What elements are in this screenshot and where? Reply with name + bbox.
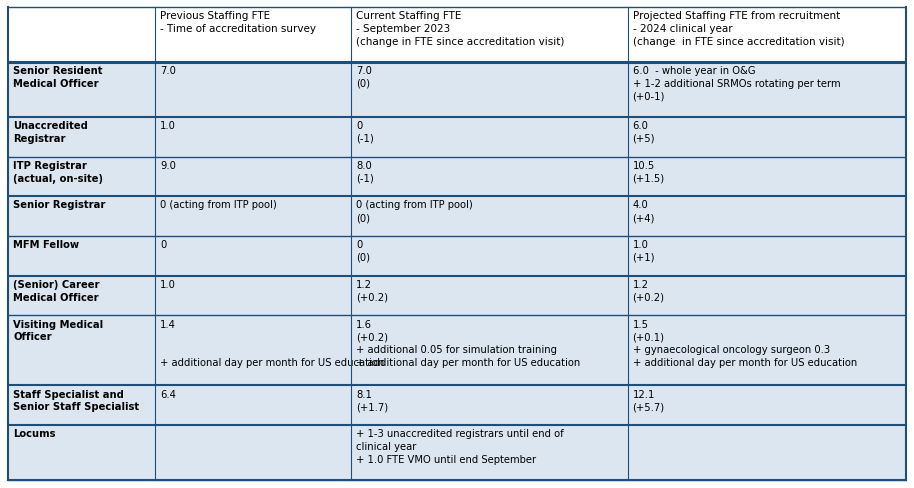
- Bar: [8, 197, 155, 236]
- Bar: [155, 197, 351, 236]
- Bar: [155, 276, 351, 316]
- Bar: [155, 316, 351, 386]
- Bar: [628, 425, 906, 480]
- Bar: [8, 118, 155, 157]
- Bar: [351, 236, 628, 276]
- Text: Projected Staffing FTE from recruitment
- 2024 clinical year
(change  in FTE sin: Projected Staffing FTE from recruitment …: [632, 11, 845, 47]
- Bar: [155, 63, 351, 118]
- Text: Locums: Locums: [13, 428, 56, 438]
- Bar: [351, 386, 628, 425]
- Bar: [628, 316, 906, 386]
- Bar: [8, 316, 155, 386]
- Text: 8.0
(-1): 8.0 (-1): [356, 161, 374, 183]
- Text: 0 (acting from ITP pool)
(0): 0 (acting from ITP pool) (0): [356, 200, 473, 223]
- Text: 0
(0): 0 (0): [356, 240, 370, 263]
- Text: 7.0
(0): 7.0 (0): [356, 66, 372, 89]
- Bar: [351, 63, 628, 118]
- Bar: [351, 276, 628, 316]
- Text: Senior Resident
Medical Officer: Senior Resident Medical Officer: [13, 66, 102, 89]
- Bar: [8, 157, 155, 197]
- Bar: [351, 8, 628, 63]
- Bar: [8, 425, 155, 480]
- Bar: [8, 8, 155, 63]
- Bar: [8, 386, 155, 425]
- Bar: [628, 386, 906, 425]
- Text: 9.0: 9.0: [160, 161, 176, 170]
- Text: 7.0: 7.0: [160, 66, 176, 76]
- Bar: [351, 425, 628, 480]
- Text: 0
(-1): 0 (-1): [356, 121, 374, 143]
- Text: 6.0  - whole year in O&G
+ 1-2 additional SRMOs rotating per term
(+0-1): 6.0 - whole year in O&G + 1-2 additional…: [632, 66, 840, 102]
- Bar: [628, 236, 906, 276]
- Bar: [351, 118, 628, 157]
- Text: 0: 0: [160, 240, 166, 250]
- Text: Visiting Medical
Officer: Visiting Medical Officer: [13, 319, 103, 342]
- Text: Senior Registrar: Senior Registrar: [13, 200, 105, 210]
- Text: Current Staffing FTE
- September 2023
(change in FTE since accreditation visit): Current Staffing FTE - September 2023 (c…: [356, 11, 565, 47]
- Bar: [628, 8, 906, 63]
- Bar: [351, 197, 628, 236]
- Text: Unaccredited
Registrar: Unaccredited Registrar: [13, 121, 88, 143]
- Text: 0 (acting from ITP pool): 0 (acting from ITP pool): [160, 200, 277, 210]
- Bar: [155, 157, 351, 197]
- Bar: [628, 157, 906, 197]
- Text: (Senior) Career
Medical Officer: (Senior) Career Medical Officer: [13, 279, 100, 302]
- Bar: [8, 63, 155, 118]
- Bar: [351, 316, 628, 386]
- Bar: [351, 157, 628, 197]
- Text: 1.0: 1.0: [160, 121, 176, 131]
- Text: MFM Fellow: MFM Fellow: [13, 240, 80, 250]
- Text: 10.5
(+1.5): 10.5 (+1.5): [632, 161, 664, 183]
- Text: 8.1
(+1.7): 8.1 (+1.7): [356, 389, 388, 411]
- Bar: [8, 236, 155, 276]
- Text: 12.1
(+5.7): 12.1 (+5.7): [632, 389, 664, 411]
- Text: 1.2
(+0.2): 1.2 (+0.2): [632, 279, 664, 302]
- Text: Staff Specialist and
Senior Staff Specialist: Staff Specialist and Senior Staff Specia…: [13, 389, 139, 411]
- Text: 6.0
(+5): 6.0 (+5): [632, 121, 655, 143]
- Text: 1.6
(+0.2)
+ additional 0.05 for simulation training
+ additional day per month : 1.6 (+0.2) + additional 0.05 for simulat…: [356, 319, 580, 367]
- Text: 1.0: 1.0: [160, 279, 176, 289]
- Text: 6.4: 6.4: [160, 389, 176, 399]
- Text: 1.4


+ additional day per month for US education: 1.4 + additional day per month for US ed…: [160, 319, 385, 367]
- Text: 4.0
(+4): 4.0 (+4): [632, 200, 655, 223]
- Text: + 1-3 unaccredited registrars until end of
clinical year
+ 1.0 FTE VMO until end: + 1-3 unaccredited registrars until end …: [356, 428, 564, 464]
- Bar: [628, 276, 906, 316]
- Bar: [155, 118, 351, 157]
- Bar: [628, 197, 906, 236]
- Bar: [155, 8, 351, 63]
- Bar: [155, 425, 351, 480]
- Text: 1.5
(+0.1)
+ gynaecological oncology surgeon 0.3
+ additional day per month for : 1.5 (+0.1) + gynaecological oncology sur…: [632, 319, 856, 367]
- Text: ITP Registrar
(actual, on-site): ITP Registrar (actual, on-site): [13, 161, 103, 183]
- Text: 1.0
(+1): 1.0 (+1): [632, 240, 655, 263]
- Bar: [628, 63, 906, 118]
- Bar: [8, 276, 155, 316]
- Text: 1.2
(+0.2): 1.2 (+0.2): [356, 279, 388, 302]
- Text: Previous Staffing FTE
- Time of accreditation survey: Previous Staffing FTE - Time of accredit…: [160, 11, 316, 34]
- Bar: [155, 386, 351, 425]
- Bar: [628, 118, 906, 157]
- Bar: [155, 236, 351, 276]
